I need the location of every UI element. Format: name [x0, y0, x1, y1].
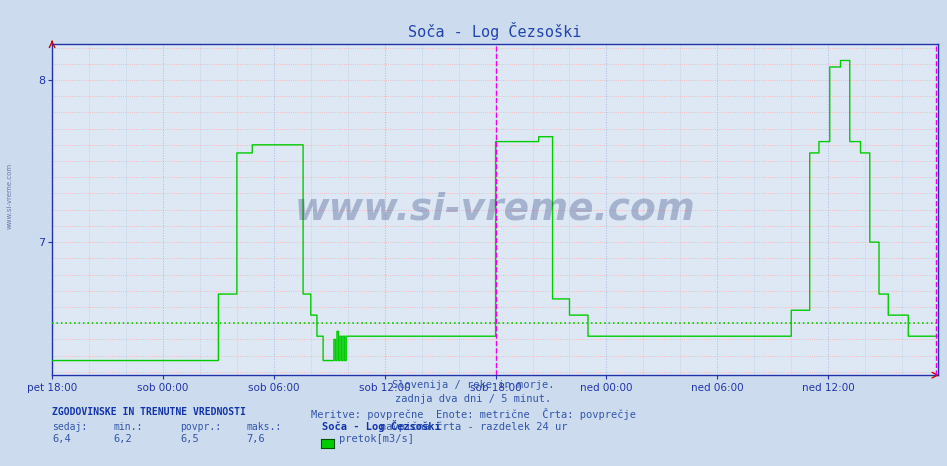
Title: Soča - Log Čezsoški: Soča - Log Čezsoški [408, 22, 581, 41]
Text: maks.:: maks.: [246, 422, 281, 432]
Text: Meritve: povprečne  Enote: metrične  Črta: povprečje: Meritve: povprečne Enote: metrične Črta:… [311, 408, 636, 420]
Text: min.:: min.: [114, 422, 143, 432]
Text: povpr.:: povpr.: [180, 422, 221, 432]
Text: pretok[m3/s]: pretok[m3/s] [339, 434, 414, 444]
Text: navpična črta - razdelek 24 ur: navpična črta - razdelek 24 ur [380, 422, 567, 432]
Text: 6,2: 6,2 [114, 434, 133, 444]
Text: sedaj:: sedaj: [52, 422, 87, 432]
Text: Slovenija / reke in morje.: Slovenija / reke in morje. [392, 380, 555, 390]
Text: Soča - Log Čezsoški: Soča - Log Čezsoški [322, 420, 440, 432]
Text: 6,5: 6,5 [180, 434, 199, 444]
Text: ZGODOVINSKE IN TRENUTNE VREDNOSTI: ZGODOVINSKE IN TRENUTNE VREDNOSTI [52, 407, 246, 417]
Text: www.si-vreme.com: www.si-vreme.com [295, 192, 695, 228]
Text: www.si-vreme.com: www.si-vreme.com [7, 163, 12, 229]
Text: zadnja dva dni / 5 minut.: zadnja dva dni / 5 minut. [396, 394, 551, 404]
Text: 7,6: 7,6 [246, 434, 265, 444]
Text: 6,4: 6,4 [52, 434, 71, 444]
